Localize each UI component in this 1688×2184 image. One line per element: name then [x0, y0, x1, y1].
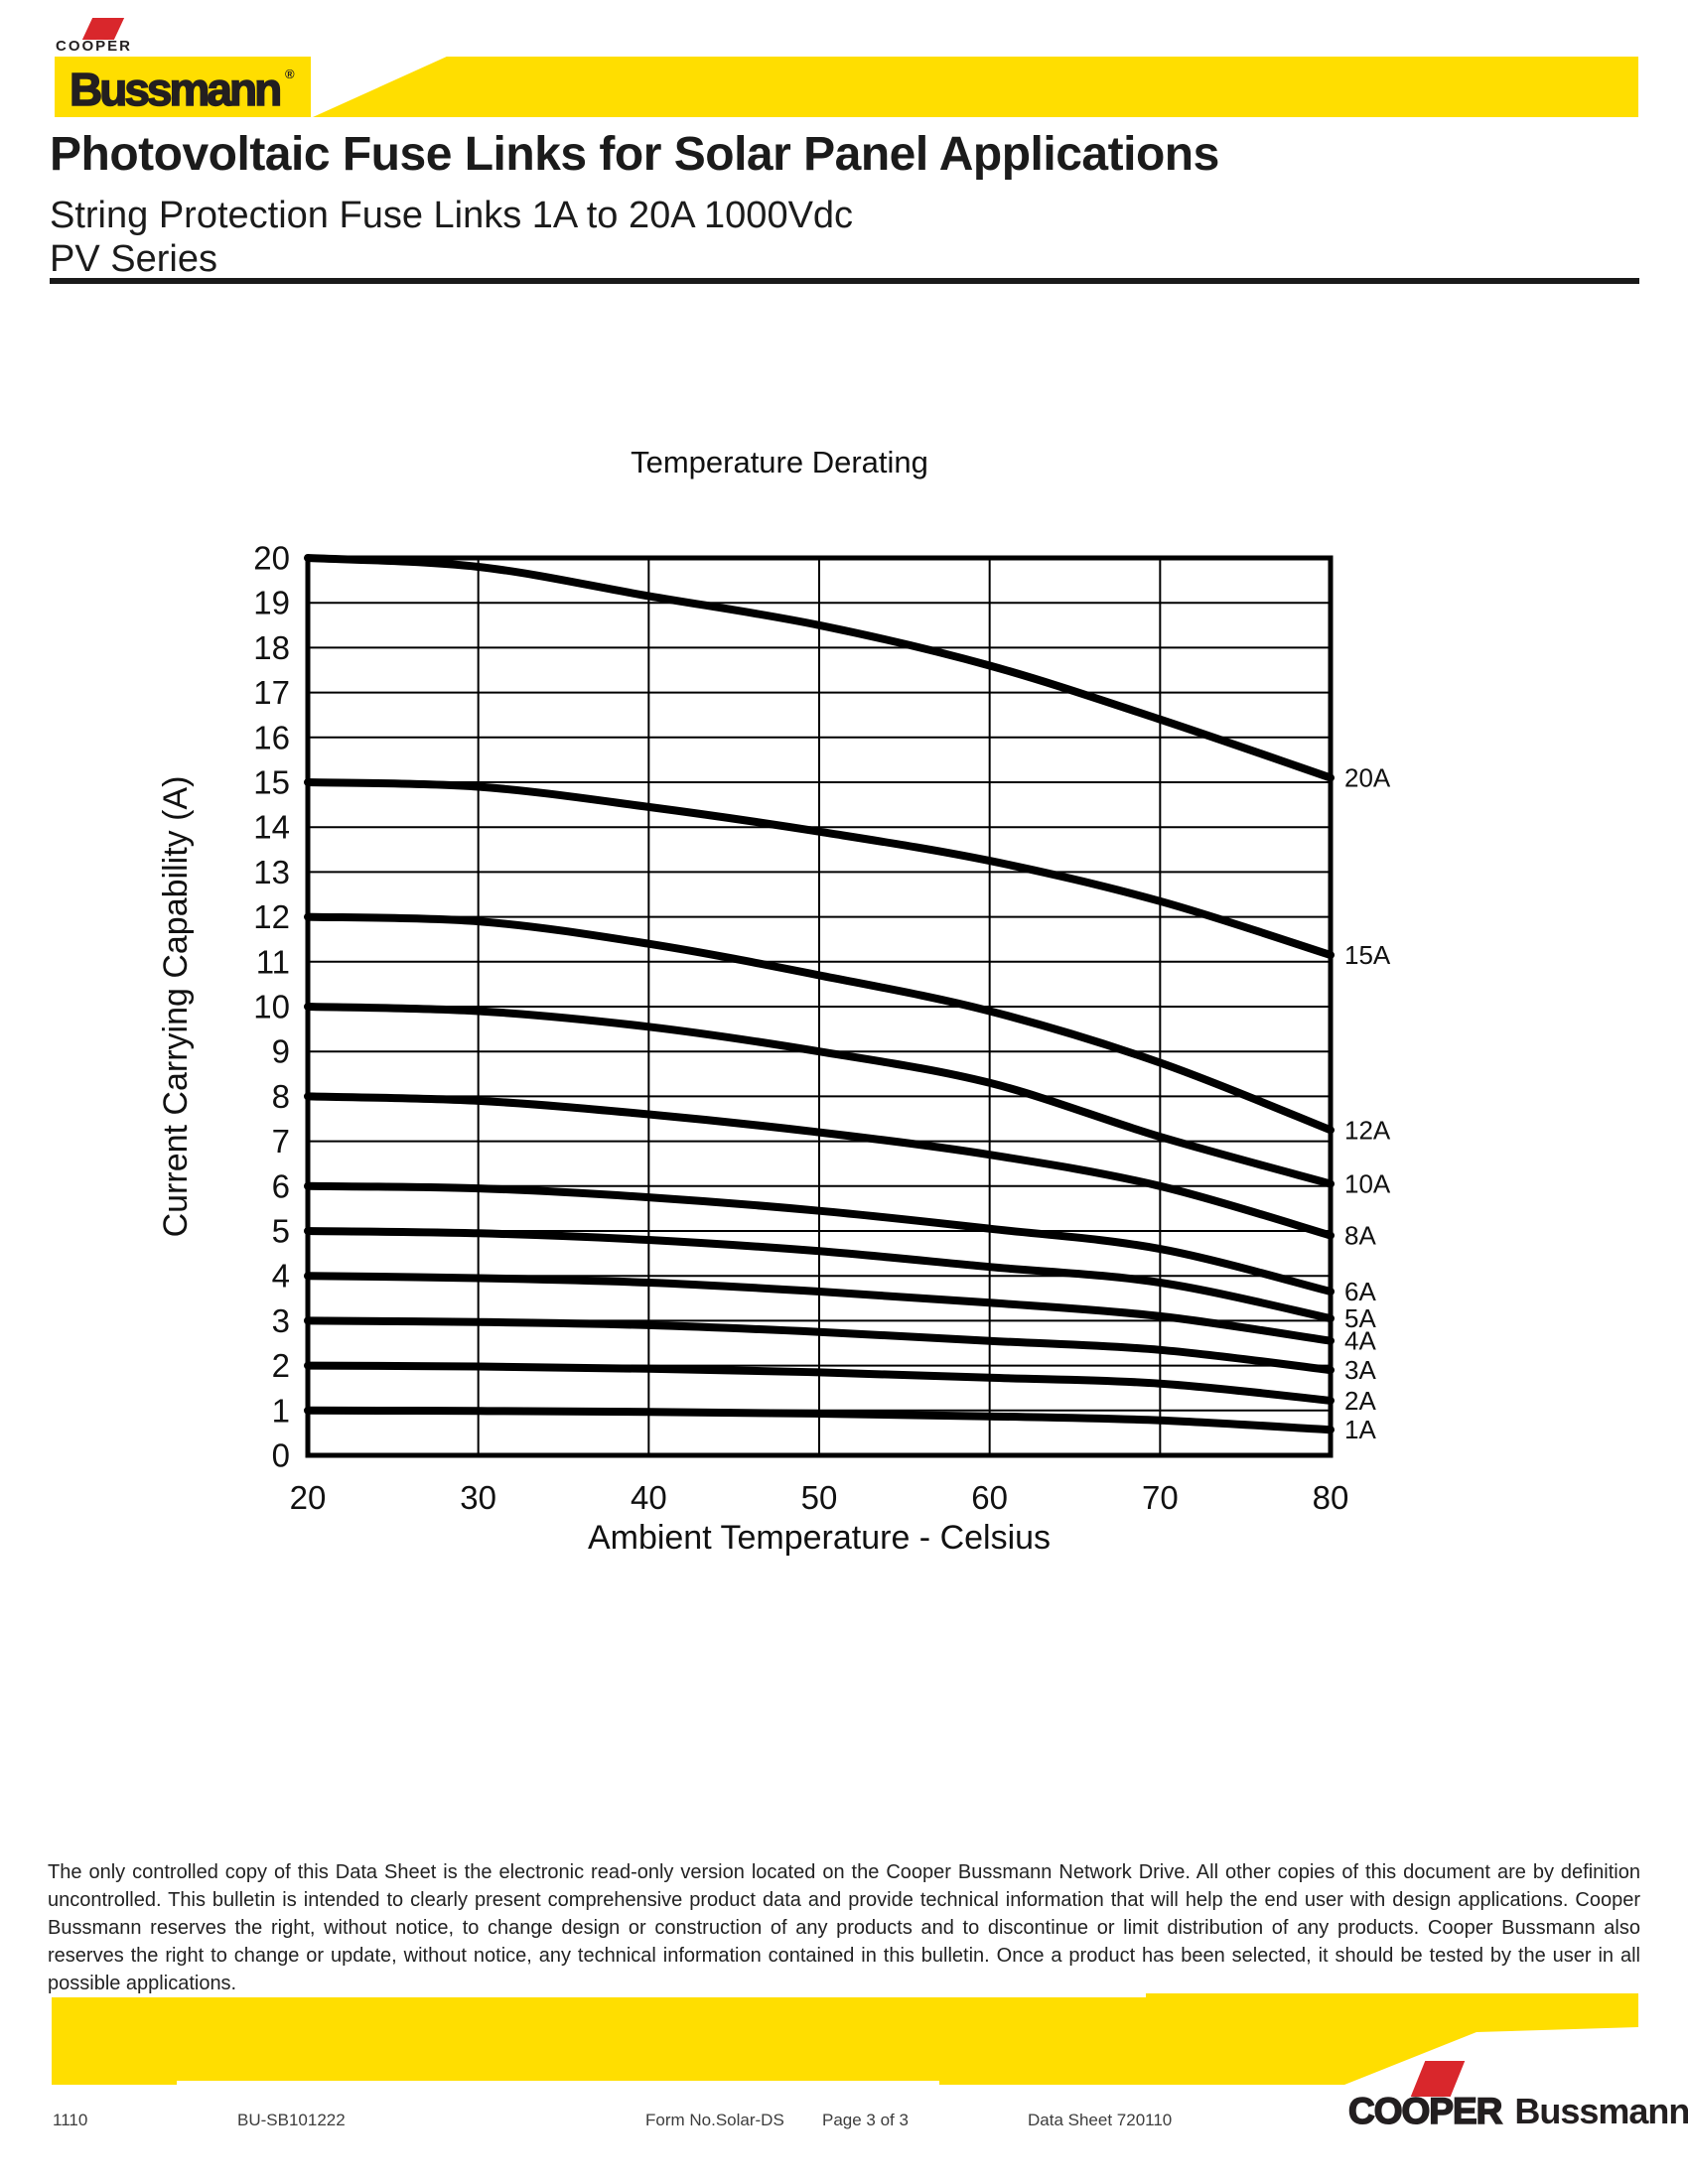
registered-mark-icon: ®	[285, 67, 295, 81]
curve-label-1A: 1A	[1344, 1415, 1376, 1444]
curve-label-2A: 2A	[1344, 1386, 1376, 1416]
derating-curve-4A	[304, 1272, 1335, 1345]
top-yellow-banner	[313, 57, 1638, 117]
footer-date-code: 1110	[53, 2111, 88, 2129]
x-tick-label: 50	[801, 1479, 838, 1516]
y-tick-label: 9	[272, 1033, 290, 1070]
y-tick-label: 20	[253, 540, 290, 577]
x-tick-label: 30	[460, 1479, 496, 1516]
y-tick-label: 1	[272, 1392, 290, 1429]
bussmann-footer-wordmark: Bussmann	[1514, 2091, 1688, 2131]
x-tick-label: 20	[290, 1479, 327, 1516]
y-tick-label: 2	[272, 1347, 290, 1384]
series-name: PV Series	[50, 238, 217, 280]
x-tick-label: 60	[971, 1479, 1008, 1516]
cooper-footer-wordmark: COOPER	[1347, 2090, 1503, 2132]
cooper-bussmann-footer-logo: COOPER Bussmann	[1347, 2090, 1688, 2132]
curve-label-3A: 3A	[1344, 1355, 1376, 1385]
x-tick-label: 40	[631, 1479, 667, 1516]
bussmann-logo-box: Bussmann ®	[55, 57, 311, 117]
derating-curve-5A	[304, 1227, 1335, 1323]
footer-bulletin-number: BU-SB101222	[237, 2111, 346, 2129]
derating-curve-6A	[304, 1181, 1335, 1296]
curve-label-4A: 4A	[1344, 1326, 1376, 1356]
x-axis-title: Ambient Temperature - Celsius	[588, 1519, 1051, 1557]
curve-label-10A: 10A	[1344, 1169, 1391, 1199]
curve-label-5A: 5A	[1344, 1303, 1376, 1333]
curve-label-6A: 6A	[1344, 1277, 1376, 1306]
y-tick-label: 6	[272, 1167, 290, 1204]
derating-curve-10A	[304, 1003, 1335, 1188]
y-tick-label: 5	[272, 1213, 290, 1250]
bottom-yellow-banner	[52, 1993, 1638, 2085]
curve-label-12A: 12A	[1344, 1115, 1391, 1145]
bottom-banner-shape	[52, 1993, 1638, 2085]
header-rule	[50, 278, 1639, 284]
derating-curve-20A	[304, 554, 1335, 782]
y-tick-label: 13	[253, 854, 290, 890]
y-tick-label: 12	[253, 898, 290, 935]
y-tick-label: 11	[256, 943, 290, 980]
curve-label-8A: 8A	[1344, 1221, 1376, 1251]
y-tick-label: 3	[272, 1302, 290, 1339]
footer-page-number: Page 3 of 3	[822, 2111, 909, 2129]
footer-form-number: Form No.Solar-DS	[645, 2111, 784, 2129]
derating-curve-2A	[304, 1361, 1335, 1405]
derating-curve-8A	[304, 1092, 1335, 1240]
derating-curve-15A	[304, 778, 1335, 959]
y-tick-label: 8	[272, 1078, 290, 1115]
cooper-wordmark: COOPER	[56, 38, 133, 55]
curve-label-15A: 15A	[1344, 940, 1391, 970]
y-tick-label: 15	[253, 764, 290, 801]
y-tick-label: 19	[253, 585, 290, 621]
x-tick-label: 80	[1313, 1479, 1349, 1516]
y-tick-label: 16	[253, 719, 290, 755]
y-tick-label: 18	[253, 629, 290, 666]
y-tick-label: 0	[272, 1437, 290, 1474]
chart-title: Temperature Derating	[631, 445, 928, 479]
page-title: Photovoltaic Fuse Links for Solar Panel …	[50, 128, 1219, 181]
derating-curve-3A	[304, 1316, 1335, 1375]
y-tick-label: 14	[253, 809, 290, 846]
x-tick-label: 70	[1142, 1479, 1179, 1516]
curve-label-20A: 20A	[1344, 762, 1391, 792]
disclaimer-text: The only controlled copy of this Data Sh…	[48, 1861, 1640, 1994]
footer-datasheet-number: Data Sheet 720110	[1028, 2111, 1173, 2129]
y-tick-label: 7	[272, 1123, 290, 1160]
y-tick-label: 10	[253, 989, 290, 1025]
bussmann-wordmark: Bussmann	[69, 63, 283, 116]
y-tick-label: 4	[272, 1258, 290, 1295]
derating-curve-1A	[304, 1406, 1335, 1434]
derating-curve-12A	[304, 912, 1335, 1135]
y-tick-label: 17	[253, 674, 290, 711]
y-axis-title: Current Carrying Capability (A)	[157, 776, 195, 1238]
page-subtitle: String Protection Fuse Links 1A to 20A 1…	[50, 195, 854, 236]
temperature-derating-chart: Temperature Derating01234567891011121314…	[157, 445, 1391, 1557]
